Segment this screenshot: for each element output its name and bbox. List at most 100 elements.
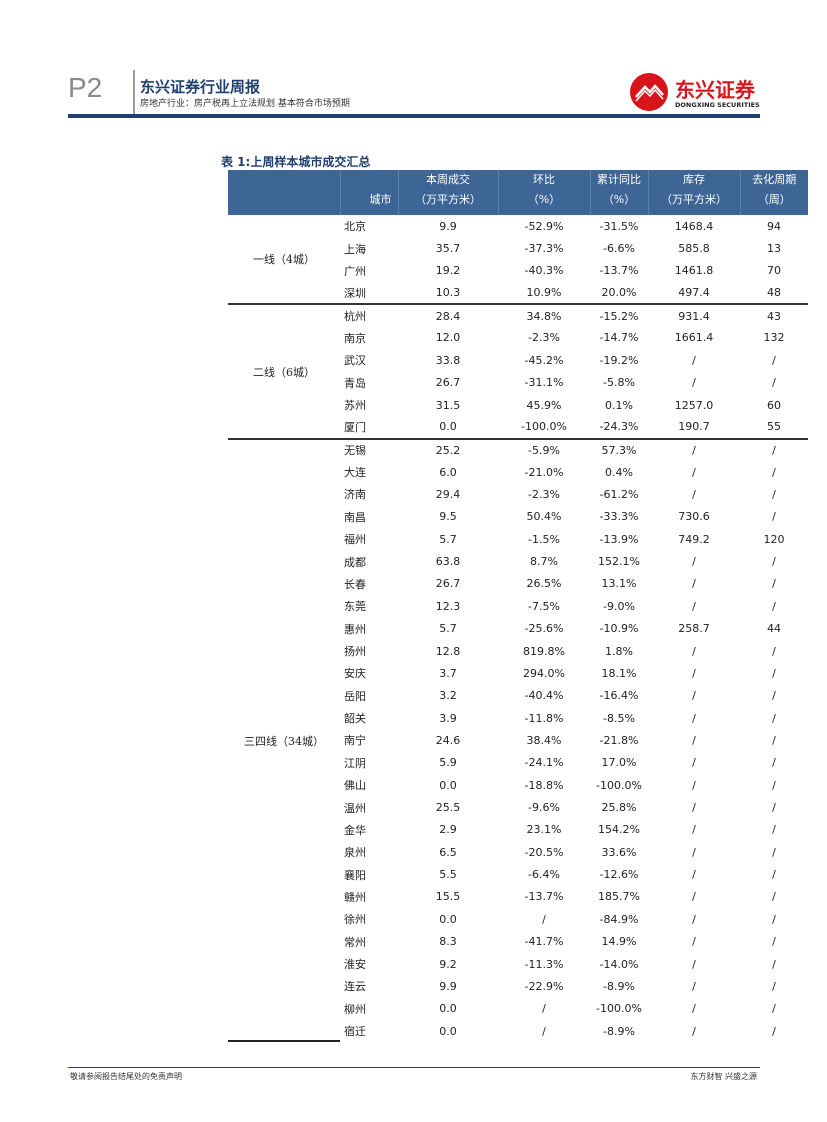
table-cell: 1468.4 bbox=[674, 219, 714, 233]
table-cell: 3.9 bbox=[439, 711, 457, 725]
table-cell: 0.0 bbox=[439, 1024, 457, 1038]
table-cell: 25.8% bbox=[601, 801, 637, 815]
table-cell: / bbox=[692, 801, 696, 815]
table-cell: 730.6 bbox=[678, 510, 710, 524]
table-cell: / bbox=[692, 644, 696, 658]
column-header: 去化周期 （周） bbox=[739, 170, 808, 215]
table-row: 三四线（34城） 无锡 25.2 -5.9% 57.3% / / bbox=[228, 437, 808, 1043]
table-cell: / bbox=[692, 778, 696, 792]
table-cell: / bbox=[692, 376, 696, 390]
table-cell: -40.3% bbox=[524, 264, 564, 278]
table-cell: 585.8 bbox=[678, 242, 710, 256]
table-cell: -84.9% bbox=[599, 912, 639, 926]
report-subtitle: 房地产行业：房产税再上立法规划 基本符合市场预期 bbox=[140, 99, 350, 109]
table-cell: -11.3% bbox=[524, 957, 564, 971]
table-cell: 19.2 bbox=[435, 264, 461, 278]
table-cell: 8.7% bbox=[530, 555, 558, 569]
column-header: 城市 bbox=[339, 170, 398, 215]
city-name: 大连 bbox=[344, 466, 366, 480]
table-cell: 33.8 bbox=[435, 353, 461, 367]
table-cell: 14.9% bbox=[601, 935, 637, 949]
table-cell: 5.7 bbox=[439, 622, 457, 636]
table-cell: 25.5 bbox=[435, 801, 461, 815]
table-cell: 190.7 bbox=[678, 420, 710, 434]
table-cell: / bbox=[648, 437, 740, 461]
table-cell: -13.7% bbox=[524, 890, 564, 904]
table-cell: -6.4% bbox=[528, 868, 560, 882]
city-name: 厦门 bbox=[344, 420, 366, 434]
footer-disclaimer: 敬请参阅报告结尾处的免责声明 bbox=[70, 1072, 182, 1081]
column-header: 本周成交 （万平方米） bbox=[397, 170, 498, 215]
table-cell: / bbox=[692, 1024, 696, 1038]
column-header-line2: （%） bbox=[602, 193, 636, 206]
table-cell: 819.8% bbox=[523, 644, 565, 658]
page-number: P2 bbox=[68, 72, 103, 103]
table-cell: / bbox=[772, 756, 776, 770]
table-row: 襄阳 5.5 -6.4% -12.6% / / bbox=[228, 863, 808, 885]
city-name: 安庆 bbox=[344, 667, 366, 681]
table-row: 二线（6城） 杭州 28.4 34.8% -15.2% 931.4 43 bbox=[228, 303, 808, 439]
city-name: 广州 bbox=[344, 264, 366, 278]
table-cell: 9.2 bbox=[439, 957, 457, 971]
table-cell: 55 bbox=[767, 420, 781, 434]
table-cell: / bbox=[772, 1024, 776, 1038]
table-row: 惠州 5.7 -25.6% -10.9% 258.7 44 bbox=[228, 617, 808, 639]
city-name: 东莞 bbox=[344, 600, 366, 614]
column-header-line1: 环比 bbox=[533, 173, 555, 186]
city-name: 柳州 bbox=[344, 1002, 366, 1016]
table-cell: 8.3 bbox=[439, 935, 457, 949]
table-cell: / bbox=[692, 979, 696, 993]
city-name: 襄阳 bbox=[344, 868, 366, 882]
table-row: 大连 6.0 -21.0% 0.4% / / bbox=[228, 461, 808, 483]
table-cell: / bbox=[692, 487, 696, 501]
city-name: 成都 bbox=[344, 555, 366, 569]
table-cell: -33.3% bbox=[599, 510, 639, 524]
table-cell: / bbox=[740, 437, 808, 461]
table-cell: / bbox=[772, 935, 776, 949]
table-row: 泉州 6.5 -20.5% 33.6% / / bbox=[228, 841, 808, 863]
table-cell: 1.8% bbox=[605, 644, 633, 658]
table-cell: 60 bbox=[767, 398, 781, 412]
table-row: 柳州 0.0 / -100.0% / / bbox=[228, 998, 808, 1020]
city-transactions-table: 城市 本周成交 （万平方米） 环比 （%） 累计同比 （%） 库存 （万平方米） 去化周期 （周） … bbox=[228, 170, 808, 1043]
city-name: 苏州 bbox=[344, 399, 366, 413]
table-cell: -2.3% bbox=[528, 487, 560, 501]
table-row: 佛山 0.0 -18.8% -100.0% / / bbox=[228, 774, 808, 796]
table-cell: 3.7 bbox=[439, 666, 457, 680]
column-header-line1: 累计同比 bbox=[597, 173, 641, 186]
table-cell: / bbox=[692, 666, 696, 680]
table-cell: 17.0% bbox=[601, 756, 637, 770]
company-logo: 东兴证券 DONGXING SECURITIES bbox=[630, 73, 760, 113]
table-cell: 18.1% bbox=[601, 666, 637, 680]
table-cell: / bbox=[772, 912, 776, 926]
table-cell: -19.2% bbox=[599, 353, 639, 367]
table-cell: 0.0 bbox=[439, 912, 457, 926]
city-name: 青岛 bbox=[344, 376, 366, 390]
table-row: 青岛 26.7 -31.1% -5.8% / / bbox=[228, 372, 808, 394]
table-row: 上海 35.7 -37.3% -6.6% 585.8 13 bbox=[228, 237, 808, 259]
table-cell: -31.1% bbox=[524, 376, 564, 390]
column-header-line1: 本周成交 bbox=[426, 173, 470, 186]
table-cell: 0.4% bbox=[605, 465, 633, 479]
table-row: 宿迁 0.0 / -8.9% / / bbox=[228, 1020, 808, 1042]
table-cell: / bbox=[772, 957, 776, 971]
table-cell: 10.9% bbox=[526, 286, 562, 300]
table-cell: 9.5 bbox=[439, 510, 457, 524]
table-cell: / bbox=[772, 487, 776, 501]
city-name: 上海 bbox=[344, 242, 366, 256]
table-row: 安庆 3.7 294.0% 18.1% / / bbox=[228, 662, 808, 684]
table-cell: / bbox=[542, 1002, 546, 1016]
table-cell: / bbox=[772, 733, 776, 747]
table-cell: 1461.8 bbox=[674, 264, 714, 278]
table-row: 金华 2.9 23.1% 154.2% / / bbox=[228, 819, 808, 841]
table-row: 一线（4城） 北京 9.9 -52.9% -31.5% 1468.4 94 bbox=[228, 215, 808, 267]
table-row: 南宁 24.6 38.4% -21.8% / / bbox=[228, 729, 808, 751]
table-row: 厦门 0.0 -100.0% -24.3% 190.7 55 bbox=[228, 416, 808, 438]
table-cell: 9.9 bbox=[439, 219, 457, 233]
table-cell: 1661.4 bbox=[674, 331, 714, 345]
header-divider bbox=[133, 70, 135, 114]
table-cell: / bbox=[692, 689, 696, 703]
table-cell: / bbox=[772, 376, 776, 390]
table-row: 南京 12.0 -2.3% -14.7% 1661.4 132 bbox=[228, 327, 808, 349]
table-cell: 24.6 bbox=[435, 733, 461, 747]
